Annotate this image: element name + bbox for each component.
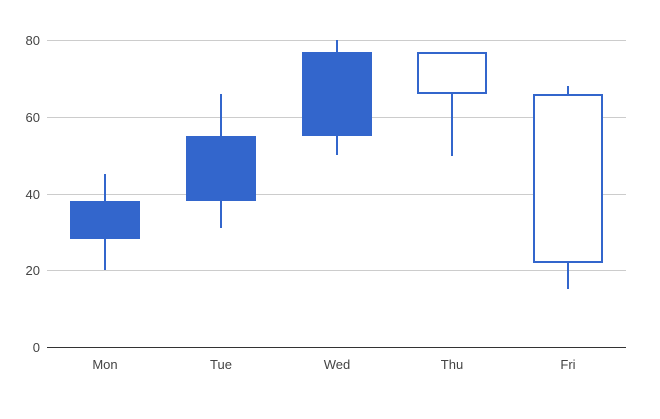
gridline	[47, 270, 626, 271]
x-axis-label-fri: Fri	[560, 357, 576, 372]
candle-tue[interactable]	[186, 136, 256, 201]
y-axis-tick-label: 80	[25, 33, 40, 48]
candle-thu[interactable]	[417, 52, 487, 94]
x-axis-label-wed: Wed	[323, 357, 351, 372]
x-axis-label-thu: Thu	[440, 357, 464, 372]
y-axis-tick-label: 40	[25, 187, 40, 202]
x-axis-label-tue: Tue	[210, 357, 232, 372]
x-axis-baseline	[47, 347, 626, 348]
x-axis-label-mon: Mon	[92, 357, 118, 372]
candle-fri[interactable]	[533, 94, 603, 263]
y-axis-tick-label: 0	[32, 340, 40, 355]
candle-mon[interactable]	[70, 201, 140, 239]
candle-wick-thu[interactable]	[451, 52, 453, 156]
y-axis-tick-label: 20	[25, 263, 40, 278]
y-axis-tick-label: 60	[25, 110, 40, 125]
candle-wed[interactable]	[302, 52, 372, 136]
